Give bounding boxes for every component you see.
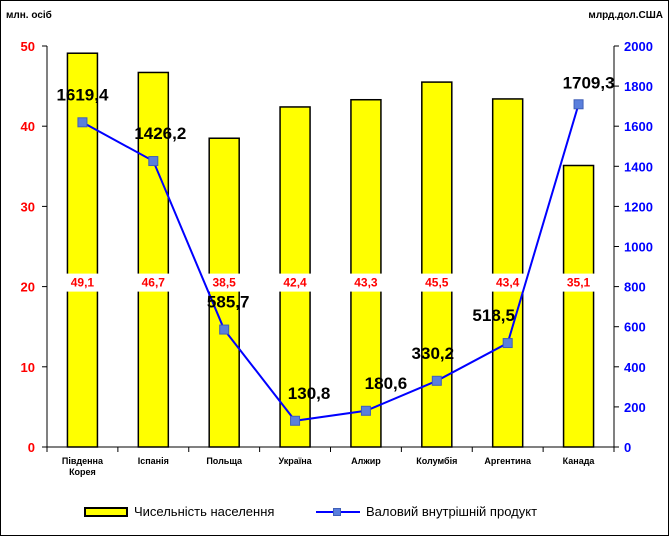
bar-label-box (560, 273, 597, 292)
gdp-value-label: 130,8 (288, 384, 331, 403)
category-label: Корея (69, 467, 96, 477)
category-label: Південна (62, 456, 104, 466)
gdp-marker (573, 99, 584, 110)
bar-value-label: 43,3 (354, 276, 378, 290)
bar (208, 137, 240, 448)
y-left-tick-label: 40 (21, 119, 35, 134)
gdp-marker (290, 415, 301, 426)
category-label: Польща (206, 456, 243, 466)
y-left-tick-label: 10 (21, 360, 35, 375)
gdp-value-label: 1619,4 (56, 85, 109, 104)
y-right-tick-label: 600 (624, 320, 646, 335)
gdp-marker (502, 338, 513, 349)
y-left-tick-label: 30 (21, 199, 35, 214)
y-right-tick-label: 200 (624, 400, 646, 415)
bar (491, 98, 524, 448)
bar (66, 52, 99, 448)
category-label: Алжир (351, 456, 381, 466)
y-right-tick-label: 2000 (624, 39, 653, 54)
bar (562, 164, 595, 448)
y-right-tick-label: 1200 (624, 199, 653, 214)
category-label: Колумбія (416, 456, 457, 466)
legend-label-population: Чисельність населення (134, 504, 275, 519)
bar-value-label: 49,1 (71, 276, 95, 290)
gdp-value-label: 1709,3 (563, 73, 615, 92)
category-label: Україна (278, 456, 312, 466)
gdp-marker (360, 405, 371, 416)
gdp-value-label: 585,7 (207, 293, 250, 312)
gdp-marker (148, 156, 159, 167)
bar-value-label: 46,7 (142, 276, 166, 290)
bar (350, 98, 382, 448)
category-label: Канада (563, 456, 596, 466)
bar-value-label: 38,5 (213, 276, 237, 290)
y-left-tick-label: 50 (21, 39, 35, 54)
bar-value-label: 42,4 (283, 276, 307, 290)
gdp-value-label: 180,6 (365, 374, 408, 393)
legend-label-gdp: Валовий внутрішній продукт (366, 504, 538, 519)
bar-label-box (489, 273, 526, 292)
gdp-value-label: 518,5 (472, 306, 515, 325)
bar-label-box (206, 273, 243, 292)
y-right-tick-label: 1400 (624, 159, 653, 174)
gdp-line (81, 104, 580, 422)
bar-label-box (135, 273, 172, 292)
category-label: Аргентина (484, 456, 532, 466)
gdp-value-label: 1426,2 (134, 124, 186, 143)
bar (137, 71, 170, 448)
gdp-marker (77, 117, 88, 128)
bar-label-box (418, 273, 455, 292)
gdp-marker (219, 324, 230, 335)
legend-line-swatch (316, 506, 360, 518)
y-right-tick-label: 1800 (624, 79, 653, 94)
bar (421, 81, 453, 448)
gdp-value-label: 330,2 (412, 344, 455, 363)
bar-label-box (277, 273, 314, 292)
bar-value-label: 35,1 (567, 276, 591, 290)
y-right-tick-label: 0 (624, 440, 631, 455)
y-axis-right-title: млрд.дол.США (588, 10, 663, 21)
y-right-tick-label: 1000 (624, 240, 653, 255)
y-left-tick-label: 0 (28, 440, 35, 455)
y-right-tick-label: 800 (624, 280, 646, 295)
bar-value-label: 45,5 (425, 276, 449, 290)
y-right-tick-label: 400 (624, 360, 646, 375)
category-label: Іспанія (138, 456, 169, 466)
y-left-tick-label: 20 (21, 280, 35, 295)
y-right-tick-label: 1600 (624, 119, 653, 134)
y-axis-left-title: млн. осіб (6, 10, 52, 21)
legend-bar-swatch (84, 506, 128, 517)
legend-item-population: Чисельність населення (84, 504, 274, 519)
bar-value-label: 43,4 (496, 276, 520, 290)
legend-item-gdp: Валовий внутрішній продукт (316, 504, 537, 519)
bar-label-box (64, 273, 101, 292)
bar-label-box (347, 273, 384, 292)
gdp-marker (431, 375, 442, 386)
